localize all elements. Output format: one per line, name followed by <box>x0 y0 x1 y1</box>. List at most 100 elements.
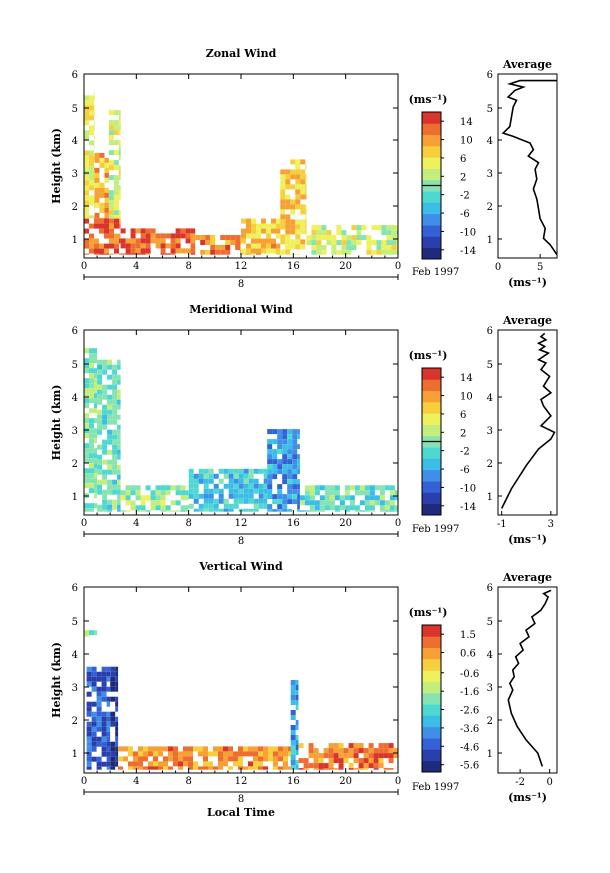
heatmap-cell <box>263 468 268 474</box>
heatmap-cell <box>256 228 261 234</box>
heatmap-cell <box>94 90 95 96</box>
heatmap-cell <box>321 230 327 236</box>
heatmap-cell <box>84 378 89 384</box>
heatmap-cell <box>160 495 166 501</box>
heatmap-cell <box>373 748 379 754</box>
heatmap-cell <box>102 509 108 512</box>
heatmap-cell <box>138 746 143 752</box>
heatmap-cell <box>243 483 249 489</box>
heatmap-cell <box>99 223 104 229</box>
colorbar-swatch <box>422 390 441 403</box>
heatmap-cell <box>243 746 248 752</box>
heatmap-cell <box>148 766 153 770</box>
heatmap-cell <box>240 250 241 255</box>
heatmap-cell <box>102 359 108 365</box>
heatmap-cell <box>113 130 119 136</box>
heatmap-cell <box>295 219 301 225</box>
heatmap-cell <box>277 509 283 512</box>
heatmap-cell <box>299 500 305 506</box>
average-y-tick-label: 5 <box>487 360 493 371</box>
heatmap-cell <box>99 253 104 255</box>
heatmap-cell <box>273 751 278 757</box>
heatmap-cell <box>150 500 156 506</box>
heatmap-cell <box>333 753 339 759</box>
heatmap-cell <box>118 120 121 126</box>
heatmap-cell <box>89 508 94 512</box>
heatmap-cell <box>99 162 105 168</box>
heatmap-cell <box>324 485 330 491</box>
heatmap-cell <box>96 766 102 770</box>
heatmap-cell <box>280 194 286 200</box>
heatmap-cell <box>203 473 209 479</box>
average-y-tick-label: 6 <box>487 583 493 594</box>
heatmap-cell <box>353 753 359 759</box>
colorbar-swatch <box>422 123 441 136</box>
heatmap-cell <box>266 233 271 239</box>
colorbar-frame <box>421 624 442 773</box>
heatmap-cell <box>266 223 271 229</box>
heatmap-cell <box>290 209 296 215</box>
heatmap-cell <box>133 756 138 762</box>
heatmap-cell <box>273 756 278 762</box>
heatmap-cell <box>113 190 119 196</box>
heatmap-cell <box>343 753 349 759</box>
heatmap-cell <box>108 210 114 216</box>
heatmap-cell <box>241 253 246 255</box>
heatmap-cell <box>84 135 89 141</box>
heatmap-cell <box>373 758 379 764</box>
heatmap-cell <box>285 234 291 240</box>
heatmap-cell <box>117 374 121 380</box>
heatmap-cell <box>89 423 94 429</box>
heatmap-cell <box>210 250 216 255</box>
heatmap-cell <box>94 398 98 404</box>
heatmap-cell <box>253 503 259 509</box>
heatmap-cell <box>178 766 183 770</box>
y-tick-label: 3 <box>72 426 78 437</box>
heatmap-cell <box>305 189 307 195</box>
heatmap-cell <box>104 248 109 254</box>
heatmap-cell <box>107 409 113 415</box>
heatmap-cell <box>89 398 94 404</box>
heatmap-cell <box>107 489 113 495</box>
heatmap-cell <box>228 478 234 484</box>
heatmap-cell <box>220 245 226 250</box>
heatmap-cell <box>135 505 141 511</box>
heatmap-cell <box>213 473 219 479</box>
heatmap-cell <box>84 115 89 121</box>
heatmap-cell <box>223 756 228 762</box>
heatmap-cell <box>106 731 111 737</box>
heatmap-cell <box>112 429 118 435</box>
heatmap-cell <box>366 250 372 255</box>
heatmap-cell <box>112 414 118 420</box>
heatmap-cell <box>287 464 293 470</box>
heatmap-cell <box>148 761 153 767</box>
heatmap-cell <box>383 743 389 749</box>
heatmap-cell <box>295 750 299 755</box>
heatmap-cell <box>338 743 344 749</box>
heatmap-cell <box>193 478 199 484</box>
heatmap-cell <box>130 505 136 511</box>
heatmap-cell <box>118 125 121 131</box>
colorbar-tick-label: 10 <box>460 136 473 147</box>
heatmap-cell <box>112 434 118 440</box>
heatmap-cell <box>89 468 94 474</box>
heatmap-cell <box>338 768 344 770</box>
average-frame <box>497 586 558 774</box>
heatmap-cell <box>208 508 214 512</box>
heatmap-cell <box>180 233 186 239</box>
average-y-tick-label: 5 <box>487 617 493 628</box>
heatmap-cell <box>89 630 94 636</box>
heatmap-cell <box>94 403 98 409</box>
heatmap-cell <box>94 488 98 494</box>
heatmap-cell <box>261 228 266 234</box>
average-x-tick-label: 5 <box>537 262 543 273</box>
heatmap-cell <box>113 185 119 191</box>
heatmap-cell <box>314 505 320 511</box>
heatmap-cell <box>153 751 158 757</box>
heatmap-cell <box>238 751 243 757</box>
heatmap-cell <box>366 245 372 251</box>
heatmap-cell <box>107 469 113 475</box>
heatmap-cell <box>155 495 161 501</box>
heatmap-cell <box>97 359 103 365</box>
